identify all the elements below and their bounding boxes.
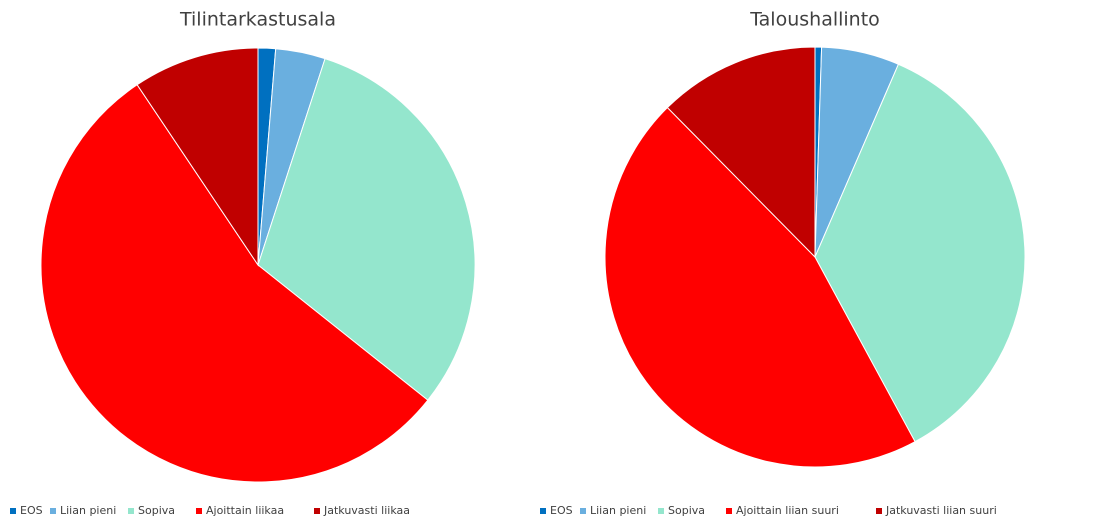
legend-label: Jatkuvasti liian suuri <box>885 504 997 517</box>
pie-slice <box>136 47 259 267</box>
legend-label: EOS <box>20 504 43 517</box>
pie-slice <box>40 84 429 483</box>
legend-swatch <box>314 508 320 514</box>
chart-title: Taloushallinto <box>749 9 880 31</box>
legend-label: Ajoittain liian suuri <box>736 504 839 517</box>
legend-swatch <box>196 508 202 514</box>
legend-swatch <box>726 508 732 514</box>
legend-swatch <box>50 508 56 514</box>
legend-label: Sopiva <box>138 504 175 517</box>
pie-slice <box>257 57 476 401</box>
legend-swatch <box>10 508 16 514</box>
pie-slice <box>604 106 916 468</box>
legend-label: Liian pieni <box>590 504 646 517</box>
legend-label: Ajoittain liikaa <box>206 504 284 517</box>
legend-swatch <box>540 508 546 514</box>
legend-swatch <box>128 508 134 514</box>
legend-label: Sopiva <box>668 504 705 517</box>
legend-swatch <box>658 508 664 514</box>
legend-label: Jatkuvasti liikaa <box>323 504 410 517</box>
pie-slice <box>814 63 1026 443</box>
legend-label: EOS <box>550 504 573 517</box>
legend-label: Liian pieni <box>60 504 116 517</box>
chart-title: Tilintarkastusala <box>179 9 336 31</box>
pie-slice <box>666 46 816 259</box>
legend-swatch <box>580 508 586 514</box>
legend-swatch <box>876 508 882 514</box>
